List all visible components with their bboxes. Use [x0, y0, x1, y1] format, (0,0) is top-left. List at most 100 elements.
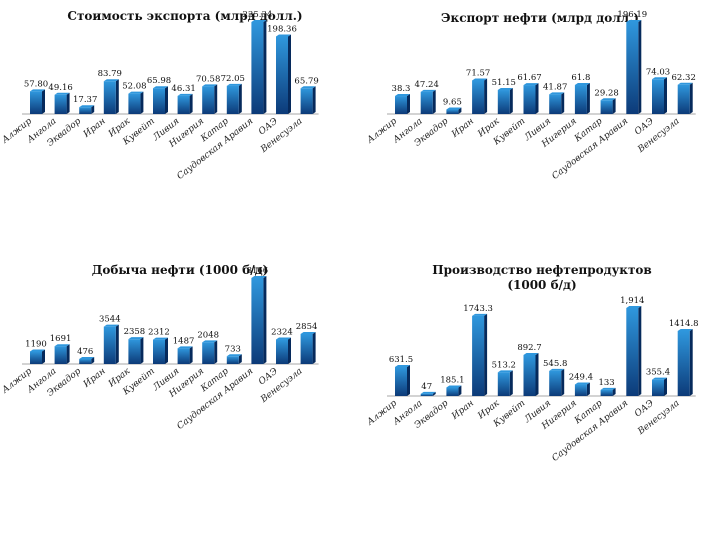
bar: [30, 351, 42, 364]
bar-top: [523, 83, 539, 86]
bar: [251, 278, 264, 364]
bar: [226, 85, 239, 114]
data-label: 47: [421, 382, 432, 392]
bar-side: [664, 377, 667, 396]
bar-top: [226, 354, 242, 357]
category-label: Иран: [449, 116, 476, 140]
data-label: 52.08: [122, 82, 146, 92]
bar-top: [472, 313, 488, 316]
bar-side: [91, 105, 95, 114]
bar-top: [128, 337, 144, 340]
bar: [202, 86, 215, 114]
bar-side: [91, 356, 95, 364]
data-label: 61.67: [517, 73, 541, 83]
bar-top: [103, 324, 119, 327]
bar-top: [79, 105, 95, 108]
bar: [549, 94, 562, 114]
bar-side: [407, 364, 410, 396]
bar: [276, 339, 288, 364]
bar: [497, 372, 510, 396]
bar-side: [312, 331, 316, 364]
bar-top: [276, 34, 291, 37]
bar-side: [664, 77, 667, 114]
data-label: 2854: [296, 322, 318, 332]
bar-side: [189, 93, 193, 114]
bar: [549, 370, 562, 396]
data-label: 41.87: [543, 82, 567, 92]
bar: [600, 389, 613, 396]
data-label: 2048: [197, 330, 219, 340]
data-label: 1487: [173, 336, 195, 346]
bar-side: [586, 382, 590, 396]
bar: [420, 393, 433, 396]
data-label: 65.98: [147, 76, 171, 86]
data-label: 1414.8: [669, 319, 699, 329]
data-label: 892.7: [517, 343, 541, 353]
bar-top: [549, 368, 565, 371]
bar-side: [288, 34, 291, 114]
bar-side: [535, 352, 539, 396]
bar-side: [165, 86, 168, 114]
data-label: 49.16: [48, 83, 72, 93]
bar-top: [103, 79, 119, 82]
bar-side: [140, 337, 144, 364]
bar-top: [574, 83, 590, 86]
bar: [574, 384, 587, 396]
bar-top: [395, 364, 410, 367]
bar-top: [497, 88, 513, 91]
bar: [677, 84, 690, 114]
data-label: 733: [225, 344, 241, 354]
bar-top: [300, 86, 316, 89]
bar: [226, 356, 239, 364]
bar-top: [177, 93, 193, 96]
bar-top: [472, 78, 488, 81]
bar-top: [177, 346, 193, 349]
chart-title: Добыча нефти (1000 б/д): [92, 263, 269, 277]
bar-top: [626, 306, 642, 308]
chart-oil-export: Экспорт нефти (млрд долл.) 38.3Алжир47.2…: [365, 10, 696, 182]
bar-top: [30, 89, 45, 92]
data-label: 9.65: [443, 97, 462, 107]
bar: [54, 346, 67, 364]
bar-side: [263, 20, 267, 114]
data-label: 17.37: [73, 95, 97, 105]
bar-side: [509, 370, 513, 396]
bar: [446, 109, 459, 114]
chart-refined-products: Производство нефтепродуктов (1000 б/д) 63…: [365, 263, 699, 464]
bar-side: [165, 337, 168, 364]
bar-top: [626, 20, 642, 22]
bar-top: [420, 89, 436, 92]
bar: [79, 107, 92, 114]
bar: [497, 90, 510, 114]
bar-side: [189, 346, 193, 364]
data-label: 1,914: [620, 296, 644, 306]
bar: [300, 88, 313, 114]
chart-title: Стоимость экспорта (млрд долл.): [67, 9, 302, 23]
bar: [54, 94, 67, 114]
data-label: 2358: [124, 327, 146, 337]
bar-side: [66, 92, 70, 114]
bar-side: [66, 344, 70, 364]
bar-top: [128, 91, 144, 94]
bar-top: [202, 84, 218, 87]
bar-side: [612, 98, 616, 114]
data-label: 513.2: [492, 360, 516, 370]
bar-side: [214, 340, 218, 364]
data-label: 631.5: [389, 355, 413, 365]
bar-side: [509, 88, 513, 114]
bar-side: [561, 92, 565, 114]
data-label: 57.80: [24, 79, 48, 89]
bar: [574, 85, 587, 114]
bar-side: [458, 107, 462, 114]
bar: [153, 88, 165, 114]
bar: [446, 387, 459, 396]
bar: [395, 96, 407, 114]
bar: [177, 348, 190, 364]
data-label: 249.4: [569, 373, 593, 383]
chart-title: Экспорт нефти (млрд долл.): [441, 11, 639, 25]
data-label: 29.28: [594, 88, 618, 98]
bar-top: [652, 77, 667, 80]
bar-top: [251, 20, 267, 22]
bar-side: [638, 20, 642, 114]
data-label: 196.19: [617, 10, 647, 20]
